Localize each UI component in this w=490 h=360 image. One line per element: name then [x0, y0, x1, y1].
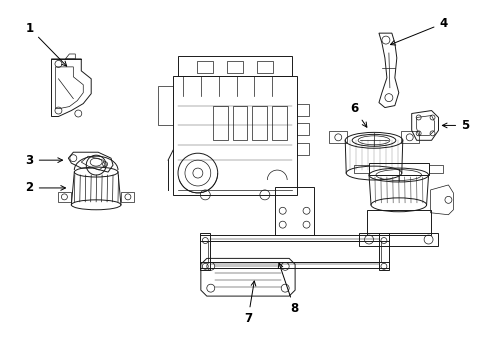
Text: 1: 1 — [25, 22, 67, 66]
Bar — [173, 76, 297, 195]
Bar — [178, 56, 292, 76]
Text: 7: 7 — [244, 281, 256, 325]
Bar — [401, 131, 418, 143]
Bar — [200, 262, 389, 268]
Bar — [359, 233, 439, 247]
Bar — [227, 61, 243, 73]
Bar — [329, 131, 347, 143]
Bar — [200, 235, 389, 240]
Text: 6: 6 — [350, 102, 367, 127]
Bar — [272, 105, 287, 140]
Bar — [367, 210, 431, 235]
Bar — [297, 104, 309, 116]
Bar — [257, 61, 273, 73]
Text: 2: 2 — [25, 181, 66, 194]
Text: 8: 8 — [278, 263, 299, 315]
Bar — [208, 240, 381, 262]
Text: 3: 3 — [25, 154, 63, 167]
Bar — [354, 165, 369, 173]
Text: 4: 4 — [391, 17, 447, 45]
Bar — [252, 105, 268, 140]
Bar — [429, 165, 443, 173]
Bar — [213, 105, 228, 140]
Bar — [369, 163, 429, 175]
Bar — [197, 61, 213, 73]
Text: 5: 5 — [442, 119, 469, 132]
Bar — [233, 105, 247, 140]
Bar — [158, 86, 173, 125]
Bar — [297, 143, 309, 155]
Bar — [297, 123, 309, 135]
Bar — [379, 233, 389, 270]
Bar — [200, 233, 210, 270]
Bar — [275, 187, 315, 235]
